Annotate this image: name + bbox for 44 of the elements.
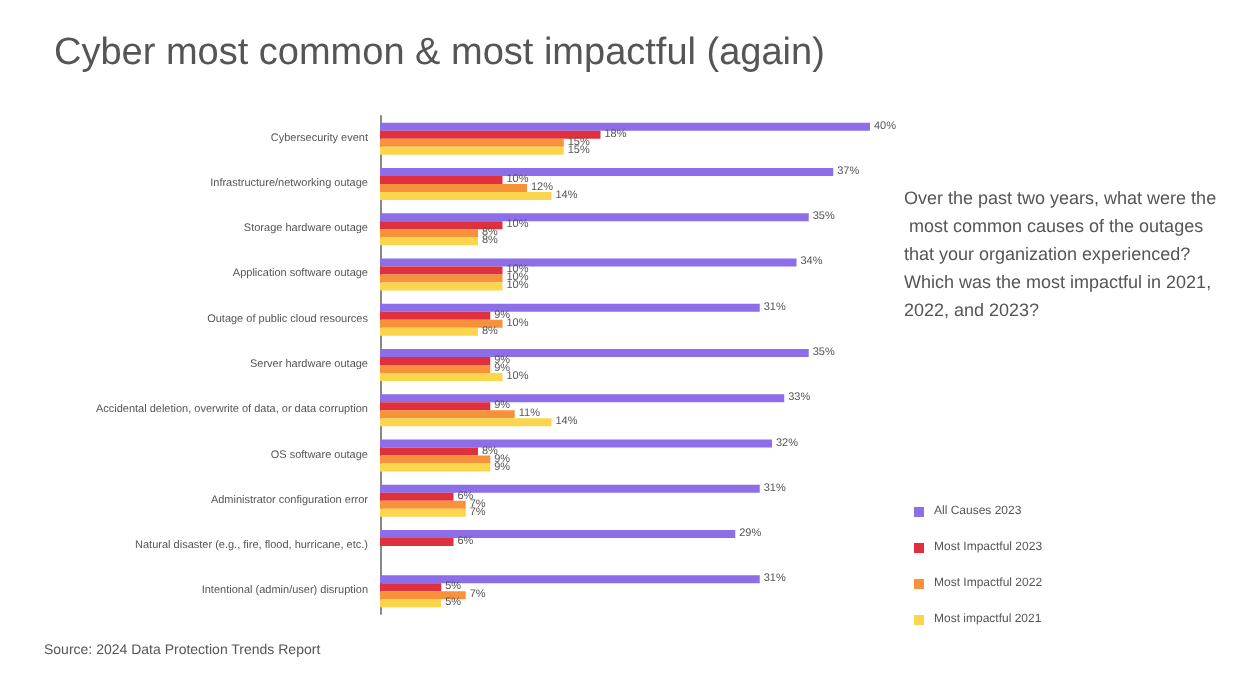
bar — [380, 138, 564, 147]
bar — [380, 394, 785, 403]
bar — [380, 146, 564, 155]
bar — [380, 439, 772, 448]
bar — [380, 327, 478, 336]
bar — [380, 455, 491, 464]
bar — [380, 167, 834, 176]
bar — [380, 508, 466, 517]
bar — [380, 365, 491, 373]
bar — [380, 213, 809, 222]
bar — [380, 447, 478, 456]
bar — [380, 418, 552, 427]
bar — [380, 410, 515, 419]
bar — [380, 357, 491, 365]
bar — [380, 122, 870, 131]
bar — [380, 463, 491, 472]
bar — [380, 130, 601, 139]
bar — [380, 274, 503, 283]
bar — [380, 373, 503, 381]
bar — [380, 402, 491, 411]
bar — [380, 349, 809, 357]
bar — [380, 229, 478, 238]
bar — [380, 237, 478, 246]
chart-title: Cyber most common & most impactful (again) — [54, 32, 825, 74]
bar — [380, 303, 760, 312]
bar — [380, 183, 527, 192]
bar — [380, 591, 466, 600]
bar — [380, 191, 552, 200]
bar — [380, 258, 797, 267]
bar — [380, 530, 736, 539]
bar — [380, 484, 760, 493]
bar — [380, 319, 503, 328]
text: Over the past two years, what were the most common causes of the outages that your organization experienced? Which was the most impactful in 2021, 2022, and 2023? — [904, 188, 1217, 320]
bar — [380, 575, 760, 584]
bar — [380, 500, 466, 509]
bar — [380, 311, 491, 320]
bar — [380, 538, 454, 547]
bar — [380, 282, 503, 291]
bar — [380, 583, 442, 592]
bar — [380, 599, 442, 608]
bar — [380, 266, 503, 275]
bar — [380, 492, 454, 501]
bar — [380, 175, 503, 184]
bar — [380, 221, 503, 230]
